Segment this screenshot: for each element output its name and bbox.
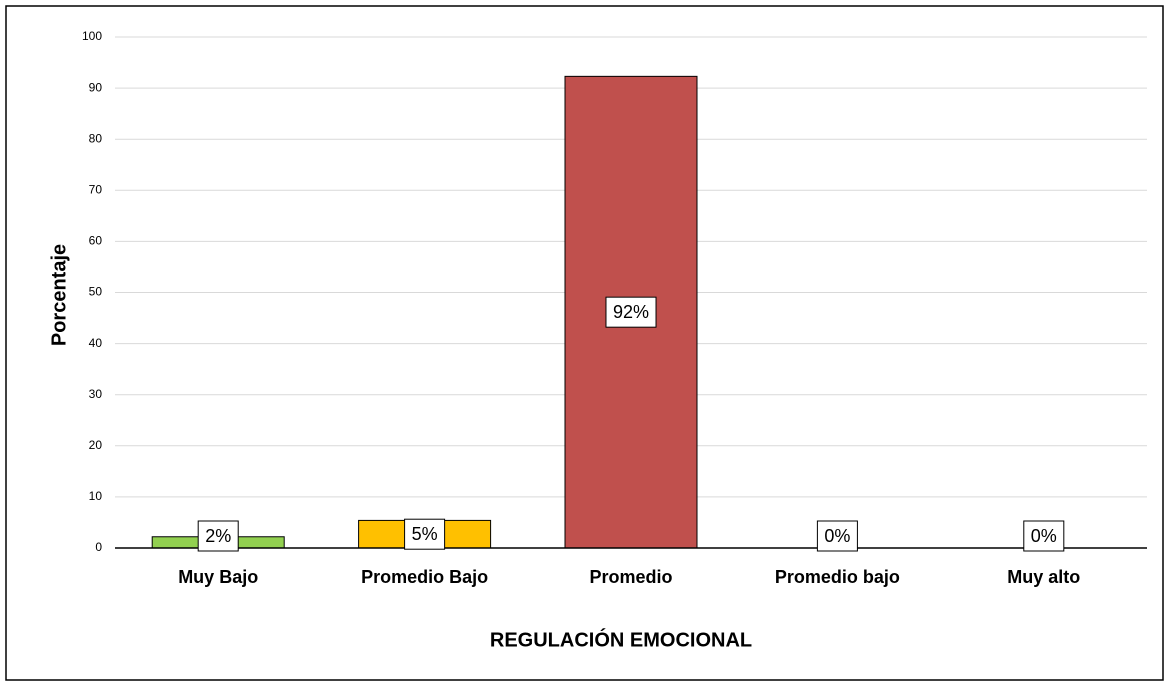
- data-label: 92%: [613, 302, 649, 322]
- y-tick-label: 50: [89, 285, 103, 299]
- y-tick-label: 60: [89, 234, 103, 248]
- y-tick-label: 80: [89, 131, 103, 145]
- y-tick-label: 20: [89, 438, 103, 452]
- y-tick-label: 40: [89, 336, 103, 350]
- y-tick-label: 0: [95, 540, 102, 554]
- y-tick-label: 10: [89, 489, 103, 503]
- data-label-box: [404, 518, 446, 550]
- x-tick-label: Promedio Bajo: [361, 567, 488, 587]
- x-axis-title: REGULACIÓN EMOCIONAL: [490, 627, 752, 651]
- data-label: 2%: [205, 526, 231, 546]
- y-tick-label: 30: [89, 387, 103, 401]
- y-tick-label: 70: [89, 182, 103, 196]
- data-label-box: [1023, 520, 1065, 552]
- x-tick-label: Muy alto: [1007, 567, 1080, 587]
- data-label-box: [816, 520, 858, 552]
- x-tick-label: Promedio bajo: [775, 567, 900, 587]
- x-tick-label: Promedio: [589, 567, 672, 587]
- data-label: 0%: [1031, 526, 1057, 546]
- data-label-box: [605, 296, 657, 328]
- y-axis-title: Porcentaje: [48, 244, 70, 346]
- y-tick-label: 90: [89, 80, 103, 94]
- y-tick-label: 100: [82, 29, 102, 43]
- data-label: 0%: [824, 526, 850, 546]
- x-tick-label: Muy Bajo: [178, 567, 258, 587]
- data-label: 5%: [412, 524, 438, 544]
- data-label-box: [197, 520, 239, 552]
